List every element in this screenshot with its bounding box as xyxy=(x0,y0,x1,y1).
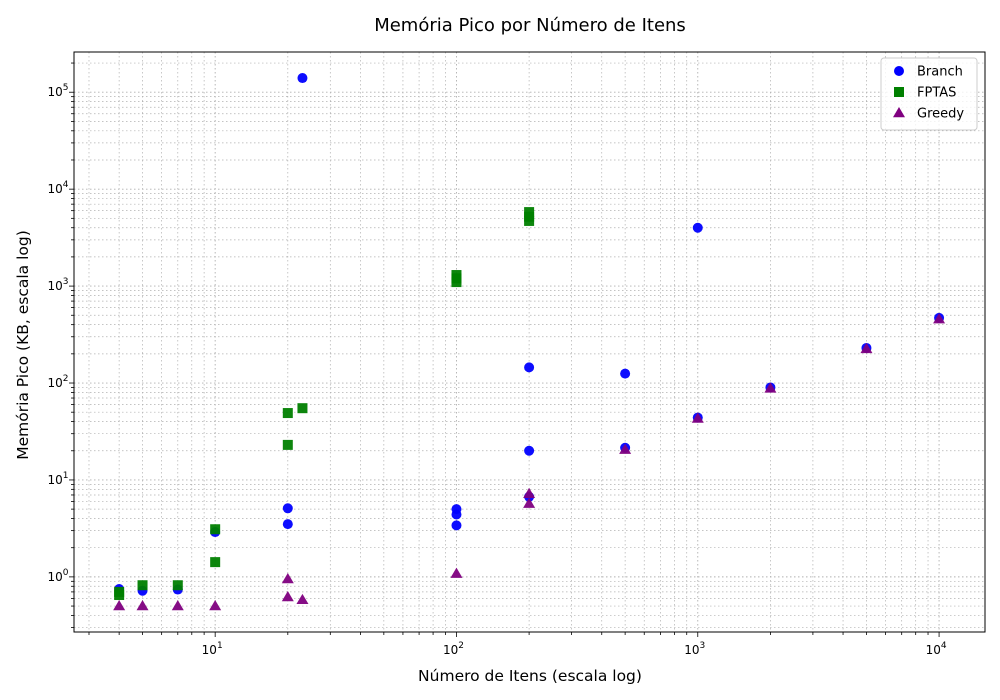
fptas-point xyxy=(137,580,148,591)
branch-point xyxy=(282,519,293,530)
greedy-point xyxy=(619,443,632,454)
y-tick-label: 103 xyxy=(47,277,68,293)
branch-point xyxy=(524,362,535,373)
legend-marker-greedy xyxy=(893,107,905,118)
x-tick-label: 102 xyxy=(443,641,464,657)
greedy-point xyxy=(764,382,777,393)
greedy-point xyxy=(281,573,294,584)
fptas-point xyxy=(210,557,221,568)
legend-marker-branch xyxy=(894,66,904,76)
series-fptas xyxy=(114,207,535,601)
greedy-point xyxy=(296,593,309,605)
fptas-point xyxy=(210,524,221,535)
branch-point xyxy=(620,368,631,379)
y-tick-label: 101 xyxy=(47,471,68,487)
greedy-point xyxy=(933,313,946,324)
fptas-point xyxy=(297,403,308,414)
fptas-point xyxy=(114,590,125,601)
branch-point xyxy=(297,73,308,84)
fptas-point xyxy=(524,215,535,226)
y-tick-label: 104 xyxy=(47,180,68,196)
legend-label-greedy: Greedy xyxy=(917,107,964,122)
legend-box xyxy=(880,57,978,131)
branch-point xyxy=(692,222,703,233)
legend-label-fptas: FPTAS xyxy=(917,86,956,101)
x-tick-label: 101 xyxy=(202,641,223,657)
y-tick-label: 102 xyxy=(47,374,68,390)
fptas-point xyxy=(282,408,293,419)
greedy-point xyxy=(281,591,294,602)
greedy-point xyxy=(450,567,463,578)
x-tick-label: 104 xyxy=(926,641,947,657)
x-tick-label: 103 xyxy=(684,641,705,657)
chart-title: Memória Pico por Número de Itens xyxy=(374,15,686,36)
fptas-point xyxy=(451,277,462,288)
greedy-point xyxy=(860,342,873,354)
data-points xyxy=(113,73,946,611)
greedy-point xyxy=(136,600,149,611)
y-axis-label: Memória Pico (KB, escala log) xyxy=(14,230,32,460)
legend-label-branch: Branch xyxy=(917,65,963,80)
greedy-point xyxy=(523,497,536,508)
grid xyxy=(74,52,985,632)
greedy-point xyxy=(691,412,704,423)
fptas-point xyxy=(282,439,293,450)
branch-point xyxy=(451,509,462,520)
y-tick-label: 105 xyxy=(47,83,68,99)
greedy-point xyxy=(209,600,222,611)
legend-marker-fptas xyxy=(894,87,904,97)
series-greedy xyxy=(113,313,946,611)
legend: Branch FPTAS Greedy xyxy=(880,57,978,131)
y-tick-label: 100 xyxy=(47,568,68,584)
greedy-point xyxy=(171,600,184,611)
branch-point xyxy=(282,503,293,514)
branch-point xyxy=(451,520,462,531)
greedy-point xyxy=(113,600,126,611)
fptas-point xyxy=(172,580,183,591)
x-axis-label: Número de Itens (escala log) xyxy=(418,667,642,685)
greedy-point xyxy=(523,487,536,498)
branch-point xyxy=(524,445,535,456)
axis-ticks: 101 102 103 104 100 101 102 103 104 105 xyxy=(47,62,947,657)
